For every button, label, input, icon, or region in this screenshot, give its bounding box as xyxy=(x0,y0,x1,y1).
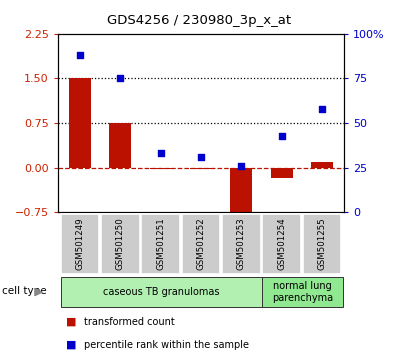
Bar xyxy=(60,214,99,274)
Bar xyxy=(190,168,212,170)
Text: GDS4256 / 230980_3p_x_at: GDS4256 / 230980_3p_x_at xyxy=(107,14,291,27)
Text: GSM501249: GSM501249 xyxy=(75,217,84,270)
Text: cell type: cell type xyxy=(2,286,47,296)
Point xyxy=(319,106,325,112)
Text: GSM501250: GSM501250 xyxy=(116,217,125,270)
Bar xyxy=(271,168,293,178)
Point xyxy=(198,154,204,160)
Point xyxy=(117,75,123,81)
Bar xyxy=(262,214,301,274)
Bar xyxy=(222,214,261,274)
Bar xyxy=(141,214,180,274)
Text: GSM501252: GSM501252 xyxy=(197,217,205,270)
Bar xyxy=(101,214,140,274)
Bar xyxy=(69,78,91,168)
Text: GSM501253: GSM501253 xyxy=(237,217,246,270)
Bar xyxy=(262,278,343,307)
Text: transformed count: transformed count xyxy=(84,317,174,327)
Text: GSM501255: GSM501255 xyxy=(318,217,327,270)
Point xyxy=(77,52,83,58)
Text: percentile rank within the sample: percentile rank within the sample xyxy=(84,340,249,350)
Text: ■: ■ xyxy=(66,317,76,327)
Bar xyxy=(181,214,220,274)
Text: GSM501251: GSM501251 xyxy=(156,217,165,270)
Point xyxy=(279,133,285,138)
Text: caseous TB granulomas: caseous TB granulomas xyxy=(103,287,220,297)
Text: ■: ■ xyxy=(66,340,76,350)
Bar xyxy=(311,162,333,168)
Text: normal lung
parenchyma: normal lung parenchyma xyxy=(272,281,333,303)
Point xyxy=(158,150,164,156)
Point xyxy=(238,163,244,169)
Bar xyxy=(109,123,131,168)
Bar xyxy=(150,168,172,170)
Bar xyxy=(60,278,262,307)
Text: ▶: ▶ xyxy=(35,286,43,296)
Bar xyxy=(230,168,252,223)
Text: GSM501254: GSM501254 xyxy=(277,217,286,270)
Bar xyxy=(303,214,341,274)
